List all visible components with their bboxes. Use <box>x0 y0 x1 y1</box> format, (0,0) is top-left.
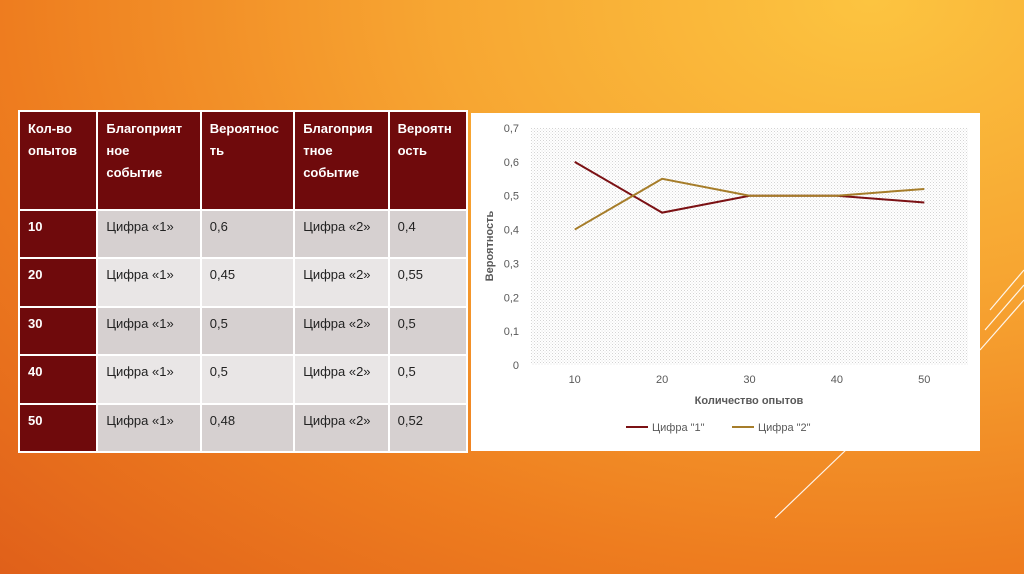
data-table-container: Кол-во опытов Благоприят ное событие Вероят… <box>18 110 468 453</box>
legend-label: Цифра "2" <box>758 422 811 434</box>
table-cell: 0,5 <box>201 356 294 403</box>
table-cell: 0,4 <box>389 211 466 258</box>
table-cell: Цифра «2» <box>295 307 388 355</box>
table-cell: Цифра «2» <box>295 211 388 258</box>
x-tick-label: 50 <box>918 374 930 386</box>
x-axis-title: Количество опытов <box>695 395 804 407</box>
table-cell: Цифра «1» <box>98 404 200 451</box>
x-tick-label: 20 <box>656 374 668 386</box>
header-cell: Кол-во опытов <box>20 112 97 209</box>
y-tick-label: 0,1 <box>504 326 519 338</box>
table-header-row: Кол-во опытов Благоприят ное событие Вероят… <box>20 112 466 209</box>
table-cell: 10 <box>20 211 97 258</box>
table-cell: Цифра «1» <box>98 259 200 306</box>
plot-area <box>531 128 968 365</box>
table-cell: 20 <box>20 259 97 306</box>
x-tick-label: 40 <box>831 374 843 386</box>
legend-label: Цифра "1" <box>652 422 705 434</box>
table-cell: Цифра «1» <box>98 211 200 258</box>
table-row: 10 Цифра «1» 0,6 Цифра «2» 0,4 <box>20 211 466 258</box>
series-line-2 <box>574 177 925 231</box>
table-cell: 0,5 <box>201 307 294 355</box>
x-tick-label: 10 <box>569 374 581 386</box>
table-cell: 0,5 <box>389 356 466 403</box>
table-cell: Цифра «1» <box>98 307 200 355</box>
table-cell: 0,48 <box>201 404 294 451</box>
table-row: 20 Цифра «1» 0,45 Цифра «2» 0,55 <box>20 259 466 306</box>
x-tick-label: 30 <box>743 374 755 386</box>
table-cell: 50 <box>20 404 97 451</box>
table-cell: 0,55 <box>389 259 466 306</box>
line-chart: 0 0,1 0,2 0,3 0,4 0,5 0,6 0,7 10 20 30 40 50 Вероят… <box>471 113 980 451</box>
table-cell: Цифра «2» <box>295 356 388 403</box>
table-cell: Цифра «2» <box>295 404 388 451</box>
y-tick-label: 0,4 <box>504 225 519 237</box>
table-cell: Цифра «2» <box>295 259 388 306</box>
y-tick-label: 0,7 <box>504 123 519 135</box>
table-row: 40 Цифра «1» 0,5 Цифра «2» 0,5 <box>20 356 466 403</box>
y-tick-label: 0,2 <box>504 292 519 304</box>
table-row: 30 Цифра «1» 0,5 Цифра «2» 0,5 <box>20 307 466 355</box>
table-cell: 0,5 <box>389 307 466 355</box>
table-row: 50 Цифра «1» 0,48 Цифра «2» 0,52 <box>20 404 466 451</box>
chart-legend: Цифра "1" Цифра "2" <box>626 422 811 434</box>
table-cell: 40 <box>20 356 97 403</box>
y-tick-label: 0 <box>513 360 519 372</box>
table-cell: 30 <box>20 307 97 355</box>
table-cell: 0,52 <box>389 404 466 451</box>
y-tick-label: 0,3 <box>504 258 519 270</box>
y-tick-label: 0,5 <box>504 191 519 203</box>
table-cell: 0,6 <box>201 211 294 258</box>
table-cell: 0,45 <box>201 259 294 306</box>
data-table: Кол-во опытов Благоприят ное событие Вероят… <box>18 110 468 453</box>
chart-canvas: 0 0,1 0,2 0,3 0,4 0,5 0,6 0,7 10 20 30 40 50 Вероят… <box>484 123 968 434</box>
y-axis-title: Вероятность <box>484 210 496 281</box>
table-cell: Цифра «1» <box>98 356 200 403</box>
y-tick-label: 0,6 <box>504 157 519 169</box>
